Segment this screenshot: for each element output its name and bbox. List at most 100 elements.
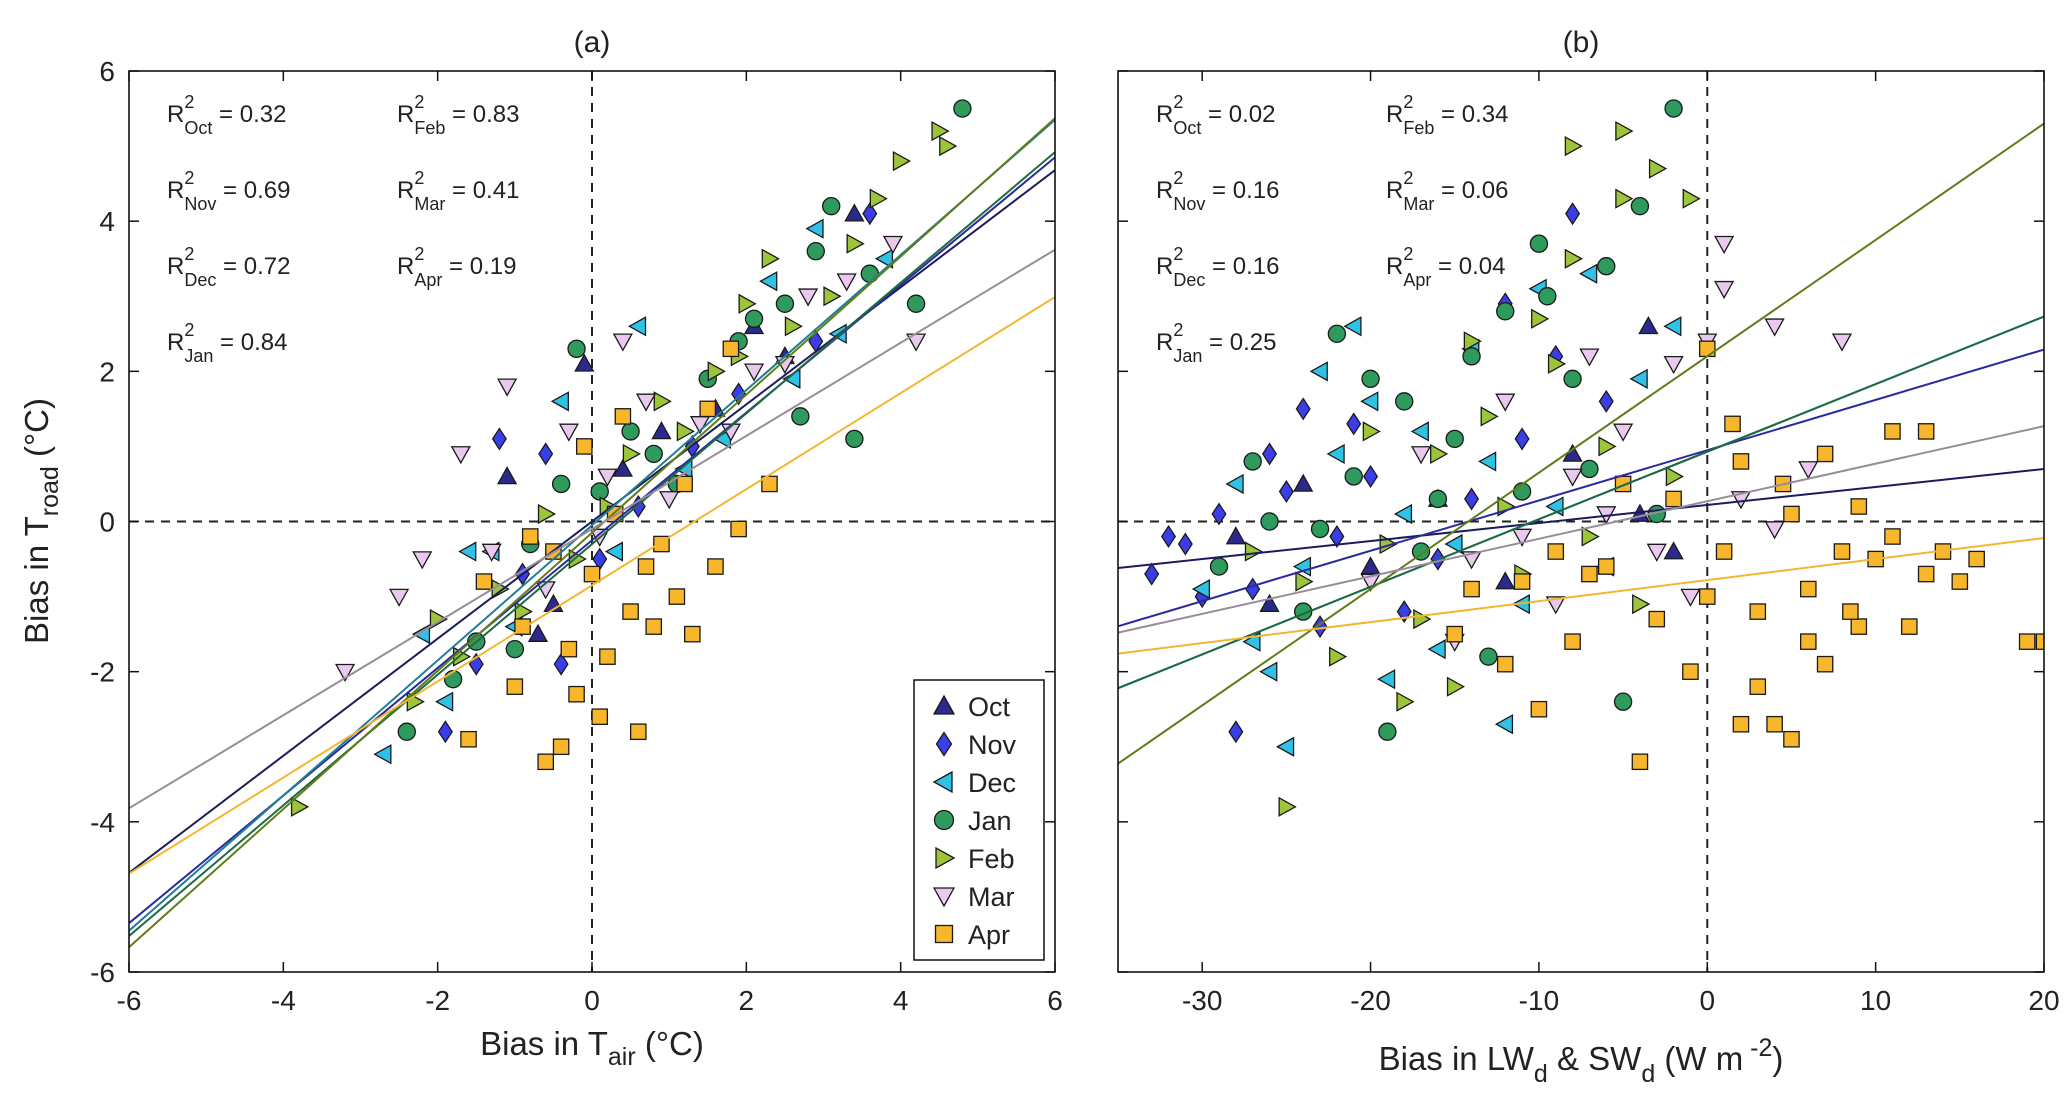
data-point (1293, 473, 1314, 492)
data-point (622, 443, 641, 465)
r2-label: R2 Feb = 0.34 (1386, 92, 1508, 138)
x-tick-label: 0 (1699, 985, 1715, 1016)
data-point (738, 293, 757, 314)
data-point (1160, 524, 1177, 549)
data-point (1579, 263, 1598, 284)
data-point (1309, 361, 1328, 382)
fit-line-oct (1118, 467, 2044, 570)
data-point (1262, 442, 1278, 466)
x-tick-label: -10 (1519, 985, 1559, 1016)
data-point (604, 541, 623, 562)
data-point (1581, 526, 1600, 547)
data-point (1329, 646, 1348, 667)
data-point (1597, 257, 1616, 276)
fit-line-oct (129, 169, 1055, 874)
data-point (1714, 280, 1735, 300)
data-point (1278, 479, 1294, 504)
data-point (505, 639, 525, 659)
data-point (676, 421, 695, 442)
panel-b-xlabel: Bias in LWd & SWd (W m -2) (1379, 1034, 1784, 1088)
data-point (1629, 368, 1648, 389)
r2-label: R2 Oct = 0.02 (1156, 92, 1275, 138)
y-tick-label: -4 (90, 807, 115, 838)
data-point (1663, 316, 1682, 337)
data-point (435, 691, 454, 712)
fit-line-mar (129, 248, 1055, 810)
r2-label: R2 Jan = 0.84 (167, 320, 287, 366)
data-point (1612, 423, 1634, 442)
data-point (1243, 452, 1262, 471)
fit-line-jan (1118, 315, 2044, 690)
r2-label: R2 Nov = 0.69 (167, 168, 290, 214)
data-point (627, 316, 647, 337)
x-tick-label: 2 (739, 985, 755, 1016)
data-point (1495, 571, 1516, 590)
r2-label: R2 Nov = 0.16 (1156, 168, 1279, 214)
data-point (791, 407, 810, 426)
data-point (1951, 573, 1969, 590)
r2-label: R2 Apr = 0.04 (1386, 244, 1505, 290)
data-point (412, 551, 433, 570)
data-point (1665, 466, 1684, 487)
series-dec (1191, 263, 1682, 757)
fit-line-feb (129, 117, 1055, 948)
data-point (1177, 532, 1193, 556)
data-point (1783, 730, 1800, 748)
data-point (906, 294, 926, 313)
data-point (1427, 639, 1446, 660)
r2-label: R2 Mar = 0.41 (397, 168, 519, 214)
data-point (1682, 663, 1699, 680)
data-point (551, 474, 571, 494)
data-point (1613, 692, 1633, 711)
data-point (1343, 316, 1362, 337)
fit-line-feb (1118, 122, 2044, 765)
x-tick-label: -30 (1182, 985, 1222, 1016)
legend-marker-feb (935, 846, 956, 870)
data-point (574, 353, 595, 372)
data-point (1377, 669, 1396, 690)
data-point (722, 340, 740, 358)
data-point (1562, 468, 1583, 487)
panel-a-xlabel: Bias in Tair (°C) (480, 1025, 704, 1071)
data-point (635, 393, 657, 412)
x-tick-label: 0 (584, 985, 600, 1016)
data-point (1529, 234, 1549, 253)
data-point (1310, 519, 1330, 539)
y-tick-label: -6 (90, 957, 115, 988)
data-point (939, 135, 958, 157)
series-jan (1209, 99, 1683, 741)
data-point (743, 363, 765, 382)
data-point (1714, 235, 1735, 255)
data-point (437, 720, 453, 744)
series-dec (373, 218, 894, 765)
x-tick-label: 20 (2028, 985, 2059, 1016)
y-tick-label: 4 (99, 206, 115, 237)
data-point (506, 678, 524, 695)
data-point (599, 648, 616, 665)
data-point (1461, 551, 1482, 570)
data-point (537, 753, 554, 771)
data-point (1225, 526, 1246, 545)
data-point (373, 744, 392, 765)
data-point (567, 339, 586, 359)
data-point (659, 491, 680, 510)
data-point (497, 466, 518, 485)
data-point (1816, 445, 1834, 463)
data-point (1496, 302, 1515, 321)
x-tick-label: -20 (1350, 985, 1390, 1016)
data-point (1494, 714, 1514, 735)
data-point (1464, 487, 1480, 511)
data-point (1362, 421, 1381, 442)
data-point (1393, 503, 1413, 525)
legend-marker-apr (934, 924, 954, 944)
x-tick-label: 6 (1047, 985, 1063, 1016)
data-point (1850, 498, 1868, 515)
data-point (1783, 505, 1800, 523)
data-point (491, 427, 507, 451)
data-point (844, 203, 865, 222)
data-point (1831, 333, 1853, 352)
data-point (1260, 512, 1279, 531)
data-point (1363, 464, 1379, 488)
data-point (553, 652, 569, 676)
series-mar (1360, 235, 1853, 652)
